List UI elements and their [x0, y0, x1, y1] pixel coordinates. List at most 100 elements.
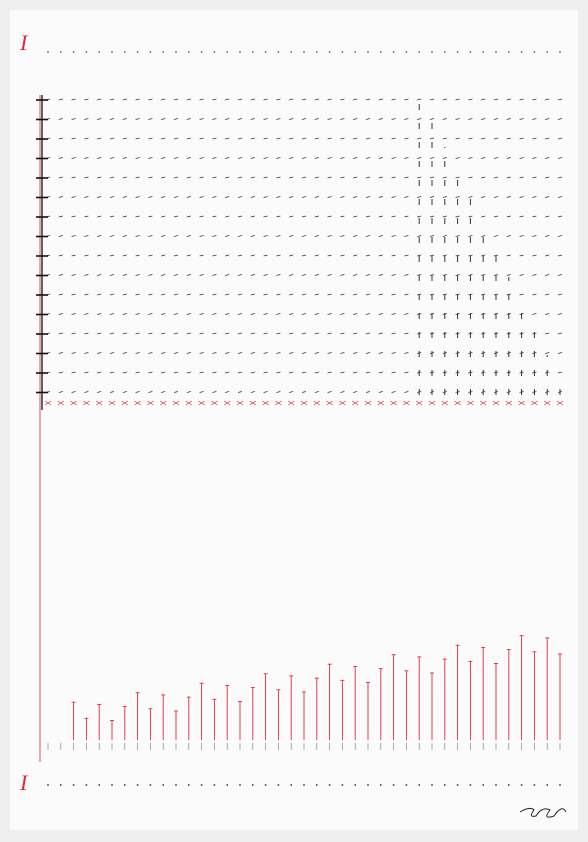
stroke-mark: [391, 274, 396, 276]
stroke-mark: [263, 176, 268, 179]
stroke-mark: [327, 332, 332, 335]
stroke-mark: [250, 293, 255, 296]
stroke-mark: [199, 293, 204, 296]
stroke-mark: [429, 118, 435, 120]
stroke-mark: [442, 98, 447, 101]
stroke-mark: [225, 313, 230, 315]
stroke-mark: [122, 371, 127, 374]
stroke-mark: [58, 98, 63, 101]
stroke-mark: [199, 176, 204, 179]
stroke-mark: [429, 157, 435, 159]
dot: [469, 784, 472, 786]
stroke-mark: [493, 118, 499, 120]
stroke-mark: [532, 274, 537, 276]
stroke-mark: [109, 313, 115, 315]
stroke-mark: [557, 254, 563, 257]
stroke-mark: [417, 254, 422, 257]
stroke-mark: [225, 137, 230, 140]
stroke-mark: [519, 215, 524, 218]
stroke-mark: [519, 293, 524, 296]
stroke-mark: [429, 235, 435, 237]
stroke-mark: [109, 254, 115, 257]
stroke-mark: [327, 274, 332, 276]
stroke-mark: [353, 352, 358, 354]
stroke-mark: [455, 176, 460, 179]
stroke-mark: [506, 215, 511, 218]
stroke-mark: [557, 235, 563, 237]
stroke-mark: [519, 254, 524, 257]
stroke-mark: [250, 137, 255, 140]
stroke-mark: [186, 157, 191, 159]
stroke-mark: [378, 196, 383, 198]
dot: [443, 784, 446, 786]
stroke-mark: [161, 176, 166, 179]
stroke-mark: [186, 391, 191, 393]
stroke-mark: [545, 254, 550, 257]
dot: [392, 784, 395, 786]
stroke-mark: [263, 391, 268, 393]
stroke-mark: [135, 215, 140, 218]
stroke-mark: [135, 254, 140, 257]
stroke-mark: [545, 313, 550, 315]
dot: [175, 784, 177, 786]
stroke-mark: [212, 157, 217, 159]
stroke-mark: [481, 254, 486, 257]
stroke-mark: [532, 98, 537, 101]
stroke-mark: [532, 196, 537, 198]
stroke-mark: [71, 352, 76, 354]
stroke-mark: [186, 196, 191, 198]
dot: [328, 51, 331, 53]
stroke-mark: [404, 157, 409, 159]
stroke-mark: [365, 98, 371, 101]
stroke-mark: [173, 157, 179, 159]
dot: [456, 784, 459, 786]
stroke-mark: [417, 118, 422, 120]
stroke-mark: [250, 274, 255, 276]
stroke-mark: [84, 293, 89, 296]
stroke-mark: [365, 332, 371, 335]
stroke-mark: [148, 352, 153, 354]
dot: [303, 51, 305, 53]
dot: [47, 51, 49, 53]
red-cross: [505, 400, 512, 406]
stroke-mark: [161, 371, 166, 374]
stroke-mark: [84, 254, 89, 257]
stroke-mark: [506, 274, 511, 276]
stroke-mark: [109, 293, 115, 296]
stroke-mark: [378, 176, 383, 179]
stroke-mark: [557, 293, 563, 296]
stroke-mark: [455, 118, 460, 120]
dot: [380, 51, 382, 53]
stroke-mark: [148, 176, 153, 179]
stroke-mark: [225, 157, 230, 159]
stroke-mark: [417, 98, 422, 101]
stroke-mark: [289, 332, 294, 335]
stroke-mark: [109, 274, 115, 276]
stroke-mark: [378, 98, 383, 101]
stroke-mark: [327, 293, 332, 296]
stroke-mark: [340, 391, 345, 393]
stroke-mark: [122, 313, 127, 315]
stroke-mark: [340, 332, 345, 335]
stroke-mark: [301, 332, 307, 335]
dot: [85, 784, 88, 786]
stroke-mark: [391, 157, 396, 159]
stroke-mark: [71, 235, 76, 237]
stroke-mark: [225, 371, 230, 374]
stroke-mark: [237, 254, 243, 257]
stroke-mark: [84, 332, 89, 335]
stroke-mark: [327, 371, 332, 374]
stroke-mark: [545, 196, 550, 198]
stroke-mark: [186, 332, 191, 335]
stroke-mark: [276, 196, 281, 198]
stroke-mark: [289, 176, 294, 179]
stroke-mark: [97, 196, 102, 198]
red-cross: [198, 400, 205, 406]
stroke-mark: [148, 157, 153, 159]
red-cross: [390, 400, 397, 406]
stroke-mark: [237, 313, 243, 315]
stroke-mark: [301, 293, 307, 296]
stroke-mark: [97, 176, 102, 179]
stroke-mark: [391, 118, 396, 120]
